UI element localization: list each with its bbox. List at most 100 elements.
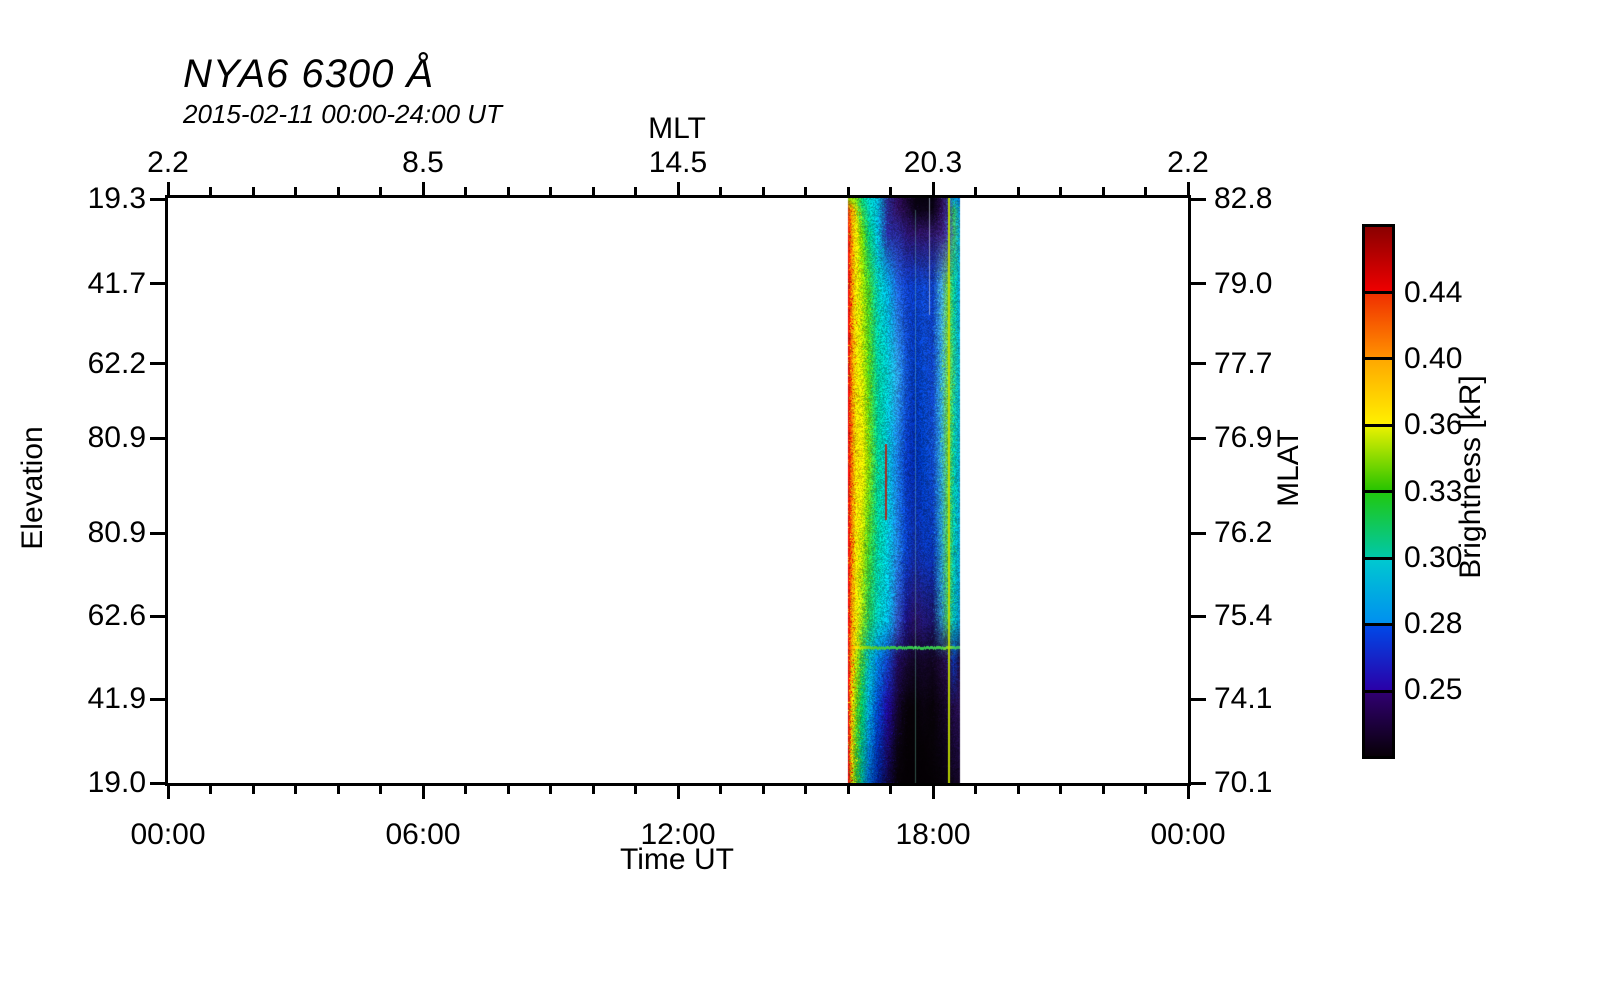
top-axis-minor-tick [549,187,552,195]
plot-subtitle: 2015-02-11 00:00-24:00 UT [183,99,502,130]
bottom-axis-minor-tick [507,786,510,794]
bottom-axis-minor-tick [762,786,765,794]
right-axis-tick-label: 82.8 [1214,182,1314,216]
top-axis-minor-tick [634,187,637,195]
bottom-axis-minor-tick [1144,786,1147,794]
right-axis-tick [1191,698,1206,701]
top-axis-tick-label: 20.3 [863,146,1003,180]
top-axis-minor-tick [209,187,212,195]
top-axis-tick-label: 8.5 [353,146,493,180]
left-axis-tick [150,532,165,535]
left-axis-tick [150,698,165,701]
bottom-axis-major-tick [422,786,425,799]
left-axis-tick-label: 41.9 [46,682,146,716]
right-axis-tick-label: 76.2 [1214,516,1314,550]
bottom-axis-minor-tick [1017,786,1020,794]
bottom-axis-major-tick [1187,786,1190,799]
top-axis-minor-tick [379,187,382,195]
left-axis-tick-label: 41.7 [46,267,146,301]
keogram-canvas [168,198,1188,783]
colorbar-tick-label: 0.30 [1404,541,1514,575]
colorbar-tick-label: 0.33 [1404,475,1514,509]
bottom-axis-major-tick [677,786,680,799]
right-axis-tick-label: 75.4 [1214,599,1314,633]
top-axis-minor-tick [847,187,850,195]
left-axis-tick [150,782,165,785]
bottom-axis-tick-label: 00:00 [98,818,238,852]
top-axis-major-tick [1187,182,1190,195]
left-axis-tick-label: 80.9 [46,421,146,455]
top-axis-minor-tick [507,187,510,195]
bottom-axis-minor-tick [464,786,467,794]
right-axis-tick-label: 79.0 [1214,267,1314,301]
right-axis-tick [1191,198,1206,201]
bottom-axis-minor-tick [847,786,850,794]
bottom-axis-tick-label: 18:00 [863,818,1003,852]
left-axis-tick-label: 80.9 [46,516,146,550]
colorbar-segment [1365,357,1392,424]
colorbar-segment [1365,291,1392,358]
top-axis-minor-tick [1059,187,1062,195]
colorbar-tick-label: 0.36 [1404,408,1514,442]
bottom-axis-minor-tick [294,786,297,794]
right-axis-tick [1191,282,1206,285]
top-axis-minor-tick [804,187,807,195]
left-axis-tick [150,615,165,618]
top-axis-minor-tick [1102,187,1105,195]
right-axis-tick-label: 70.1 [1214,766,1314,800]
bottom-axis-minor-tick [719,786,722,794]
bottom-axis-minor-tick [252,786,255,794]
top-axis-minor-tick [592,187,595,195]
colorbar-segment [1365,557,1392,624]
top-axis-minor-tick [294,187,297,195]
colorbar-tick-label: 0.28 [1404,607,1514,641]
top-axis-major-tick [422,182,425,195]
left-axis-tick [150,198,165,201]
left-axis-tick [150,282,165,285]
top-axis-minor-tick [1144,187,1147,195]
bottom-axis-minor-tick [804,786,807,794]
left-axis-tick [150,362,165,365]
right-axis-tick-label: 76.9 [1214,421,1314,455]
top-axis-minor-tick [1017,187,1020,195]
right-axis-tick [1191,782,1206,785]
left-axis-tick-label: 19.3 [46,182,146,216]
mlt-axis-title: MLT [648,112,706,146]
right-axis-tick [1191,532,1206,535]
top-axis-minor-tick [252,187,255,195]
top-axis-minor-tick [889,187,892,195]
right-axis-tick-label: 77.7 [1214,347,1314,381]
bottom-axis-minor-tick [592,786,595,794]
bottom-axis-minor-tick [974,786,977,794]
colorbar-segment [1365,424,1392,491]
bottom-axis-minor-tick [337,786,340,794]
top-axis-major-tick [677,182,680,195]
left-axis-tick-label: 19.0 [46,766,146,800]
bottom-axis-minor-tick [1059,786,1062,794]
bottom-axis-tick-label: 00:00 [1118,818,1258,852]
top-axis-major-tick [932,182,935,195]
bottom-axis-minor-tick [1102,786,1105,794]
plot-title: NYA6 6300 Å [183,52,434,97]
left-axis-tick-label: 62.2 [46,347,146,381]
right-axis-tick-label: 74.1 [1214,682,1314,716]
colorbar-segment [1365,623,1392,690]
bottom-axis-minor-tick [889,786,892,794]
bottom-axis-minor-tick [634,786,637,794]
left-axis-tick [150,437,165,440]
bottom-axis-tick-label: 06:00 [353,818,493,852]
colorbar-segment [1365,490,1392,557]
colorbar-segment [1365,227,1392,291]
bottom-axis-minor-tick [549,786,552,794]
bottom-axis-minor-tick [379,786,382,794]
colorbar-tick-label: 0.44 [1404,276,1514,310]
right-axis-tick [1191,362,1206,365]
right-axis-tick [1191,437,1206,440]
top-axis-minor-tick [719,187,722,195]
top-axis-tick-label: 2.2 [1118,146,1258,180]
left-axis-tick-label: 62.6 [46,599,146,633]
top-axis-minor-tick [762,187,765,195]
top-axis-tick-label: 2.2 [98,146,238,180]
colorbar-tick-label: 0.40 [1404,342,1514,376]
bottom-axis-major-tick [167,786,170,799]
